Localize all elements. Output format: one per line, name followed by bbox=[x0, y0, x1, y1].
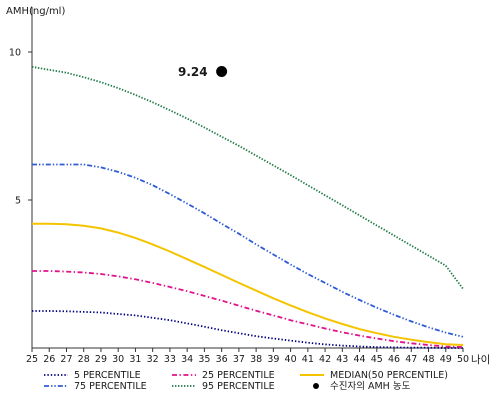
x-tick-label: 39 bbox=[267, 354, 279, 365]
series-line-75-percentile bbox=[32, 163, 464, 338]
x-tick-label: 41 bbox=[302, 354, 314, 365]
x-tick-label: 27 bbox=[60, 354, 72, 365]
x-tick-label: 50 bbox=[457, 354, 469, 365]
x-tick-label: 43 bbox=[336, 354, 348, 365]
series-line-95-percentile bbox=[31, 65, 464, 290]
y-tick-label: 5 bbox=[15, 196, 21, 207]
x-tick-label: 45 bbox=[371, 354, 383, 365]
legend-swatch-patient-dot bbox=[313, 383, 319, 389]
legend-label: MEDIAN(50 PERCENTILE) bbox=[330, 370, 448, 381]
x-tick-label: 47 bbox=[405, 354, 417, 365]
x-tick-label: 49 bbox=[440, 354, 452, 365]
series-line-5-percentile bbox=[32, 310, 463, 349]
x-tick-label: 33 bbox=[164, 354, 176, 365]
x-tick-label: 44 bbox=[354, 354, 366, 365]
series-line-25-percentile bbox=[32, 270, 464, 348]
x-tick-label: 34 bbox=[181, 354, 193, 365]
legend-label: 95 PERCENTILE bbox=[202, 381, 275, 392]
x-tick-label: 29 bbox=[95, 354, 107, 365]
y-axis-label: AMH(ng/ml) bbox=[6, 6, 65, 17]
x-tick-label: 36 bbox=[216, 354, 228, 365]
patient-marker: 9.24 bbox=[178, 65, 228, 79]
x-tick-label: 31 bbox=[129, 354, 141, 365]
x-tick-label: 25 bbox=[26, 354, 38, 365]
x-tick-label: 42 bbox=[319, 354, 331, 365]
x-tick-label: 26 bbox=[43, 354, 55, 365]
legend-label: 수진자의 AMH 농도 bbox=[330, 381, 411, 392]
x-tick-label: 32 bbox=[147, 354, 159, 365]
patient-amh-point bbox=[216, 65, 228, 77]
y-tick-label: 10 bbox=[9, 48, 21, 59]
series-lines bbox=[31, 65, 464, 349]
axes: 5 10 AMH(ng/ml) 25 26 27 28 29 30 31 32 33 34 35 36 37 3… bbox=[6, 6, 490, 366]
legend-label: 75 PERCENTILE bbox=[74, 381, 147, 392]
x-tick-label: 40 bbox=[285, 354, 297, 365]
x-tick-label: 46 bbox=[388, 354, 400, 365]
legend-label: 5 PERCENTILE bbox=[74, 370, 141, 381]
series-line-median-50-percentile bbox=[32, 222, 464, 346]
x-tick-label: 30 bbox=[112, 354, 124, 365]
patient-amh-value-label: 9.24 bbox=[178, 65, 208, 79]
x-tick-label: 37 bbox=[233, 354, 245, 365]
x-tick-label: 35 bbox=[198, 354, 210, 365]
x-axis-label: 나이 bbox=[471, 354, 490, 366]
x-tick-label: 38 bbox=[250, 354, 262, 365]
x-tick-label: 28 bbox=[78, 354, 90, 365]
legend-label: 25 PERCENTILE bbox=[202, 370, 275, 381]
x-tick-label: 48 bbox=[422, 354, 434, 365]
legend: 5 PERCENTILE 25 PERCENTILE MEDIAN(50 PERCE… bbox=[44, 370, 448, 392]
